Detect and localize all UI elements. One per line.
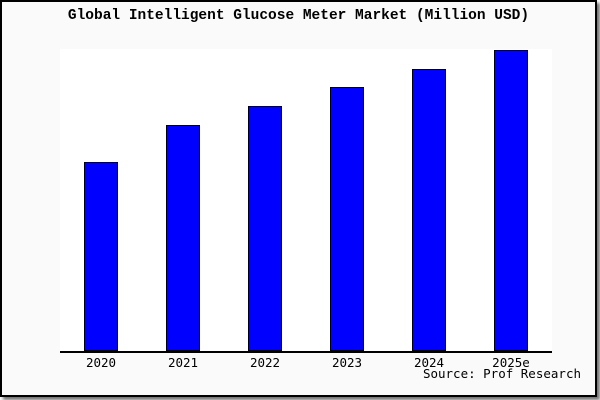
bar-slot: [470, 49, 552, 351]
source-credit: Source: Prof Research: [422, 366, 581, 381]
bar-2023: [330, 87, 364, 351]
x-tick-label-2024: 2024: [413, 355, 445, 370]
bar-slot: [224, 49, 306, 351]
plot-area: [60, 49, 552, 353]
chart-title: Global Intelligent Glucose Meter Market …: [67, 8, 530, 24]
bar-2021: [166, 125, 200, 351]
bar-slot: [142, 49, 224, 351]
bar-2022: [248, 106, 282, 351]
bar-slot: [388, 49, 470, 351]
x-axis-labels: 2020 2021 2022 2023 2024 2025e: [60, 355, 552, 370]
x-tick-label-2021: 2021: [167, 355, 199, 370]
x-tick-label-2022: 2022: [249, 355, 281, 370]
bar-2024: [412, 69, 446, 351]
x-tick-label-2023: 2023: [331, 355, 363, 370]
bar-2025e: [494, 50, 528, 351]
x-tick-label-2025e: 2025e: [492, 355, 530, 370]
bar-slot: [306, 49, 388, 351]
x-tick-label-2020: 2020: [85, 355, 117, 370]
bar-slot: [60, 49, 142, 351]
bar-2020: [84, 162, 118, 351]
